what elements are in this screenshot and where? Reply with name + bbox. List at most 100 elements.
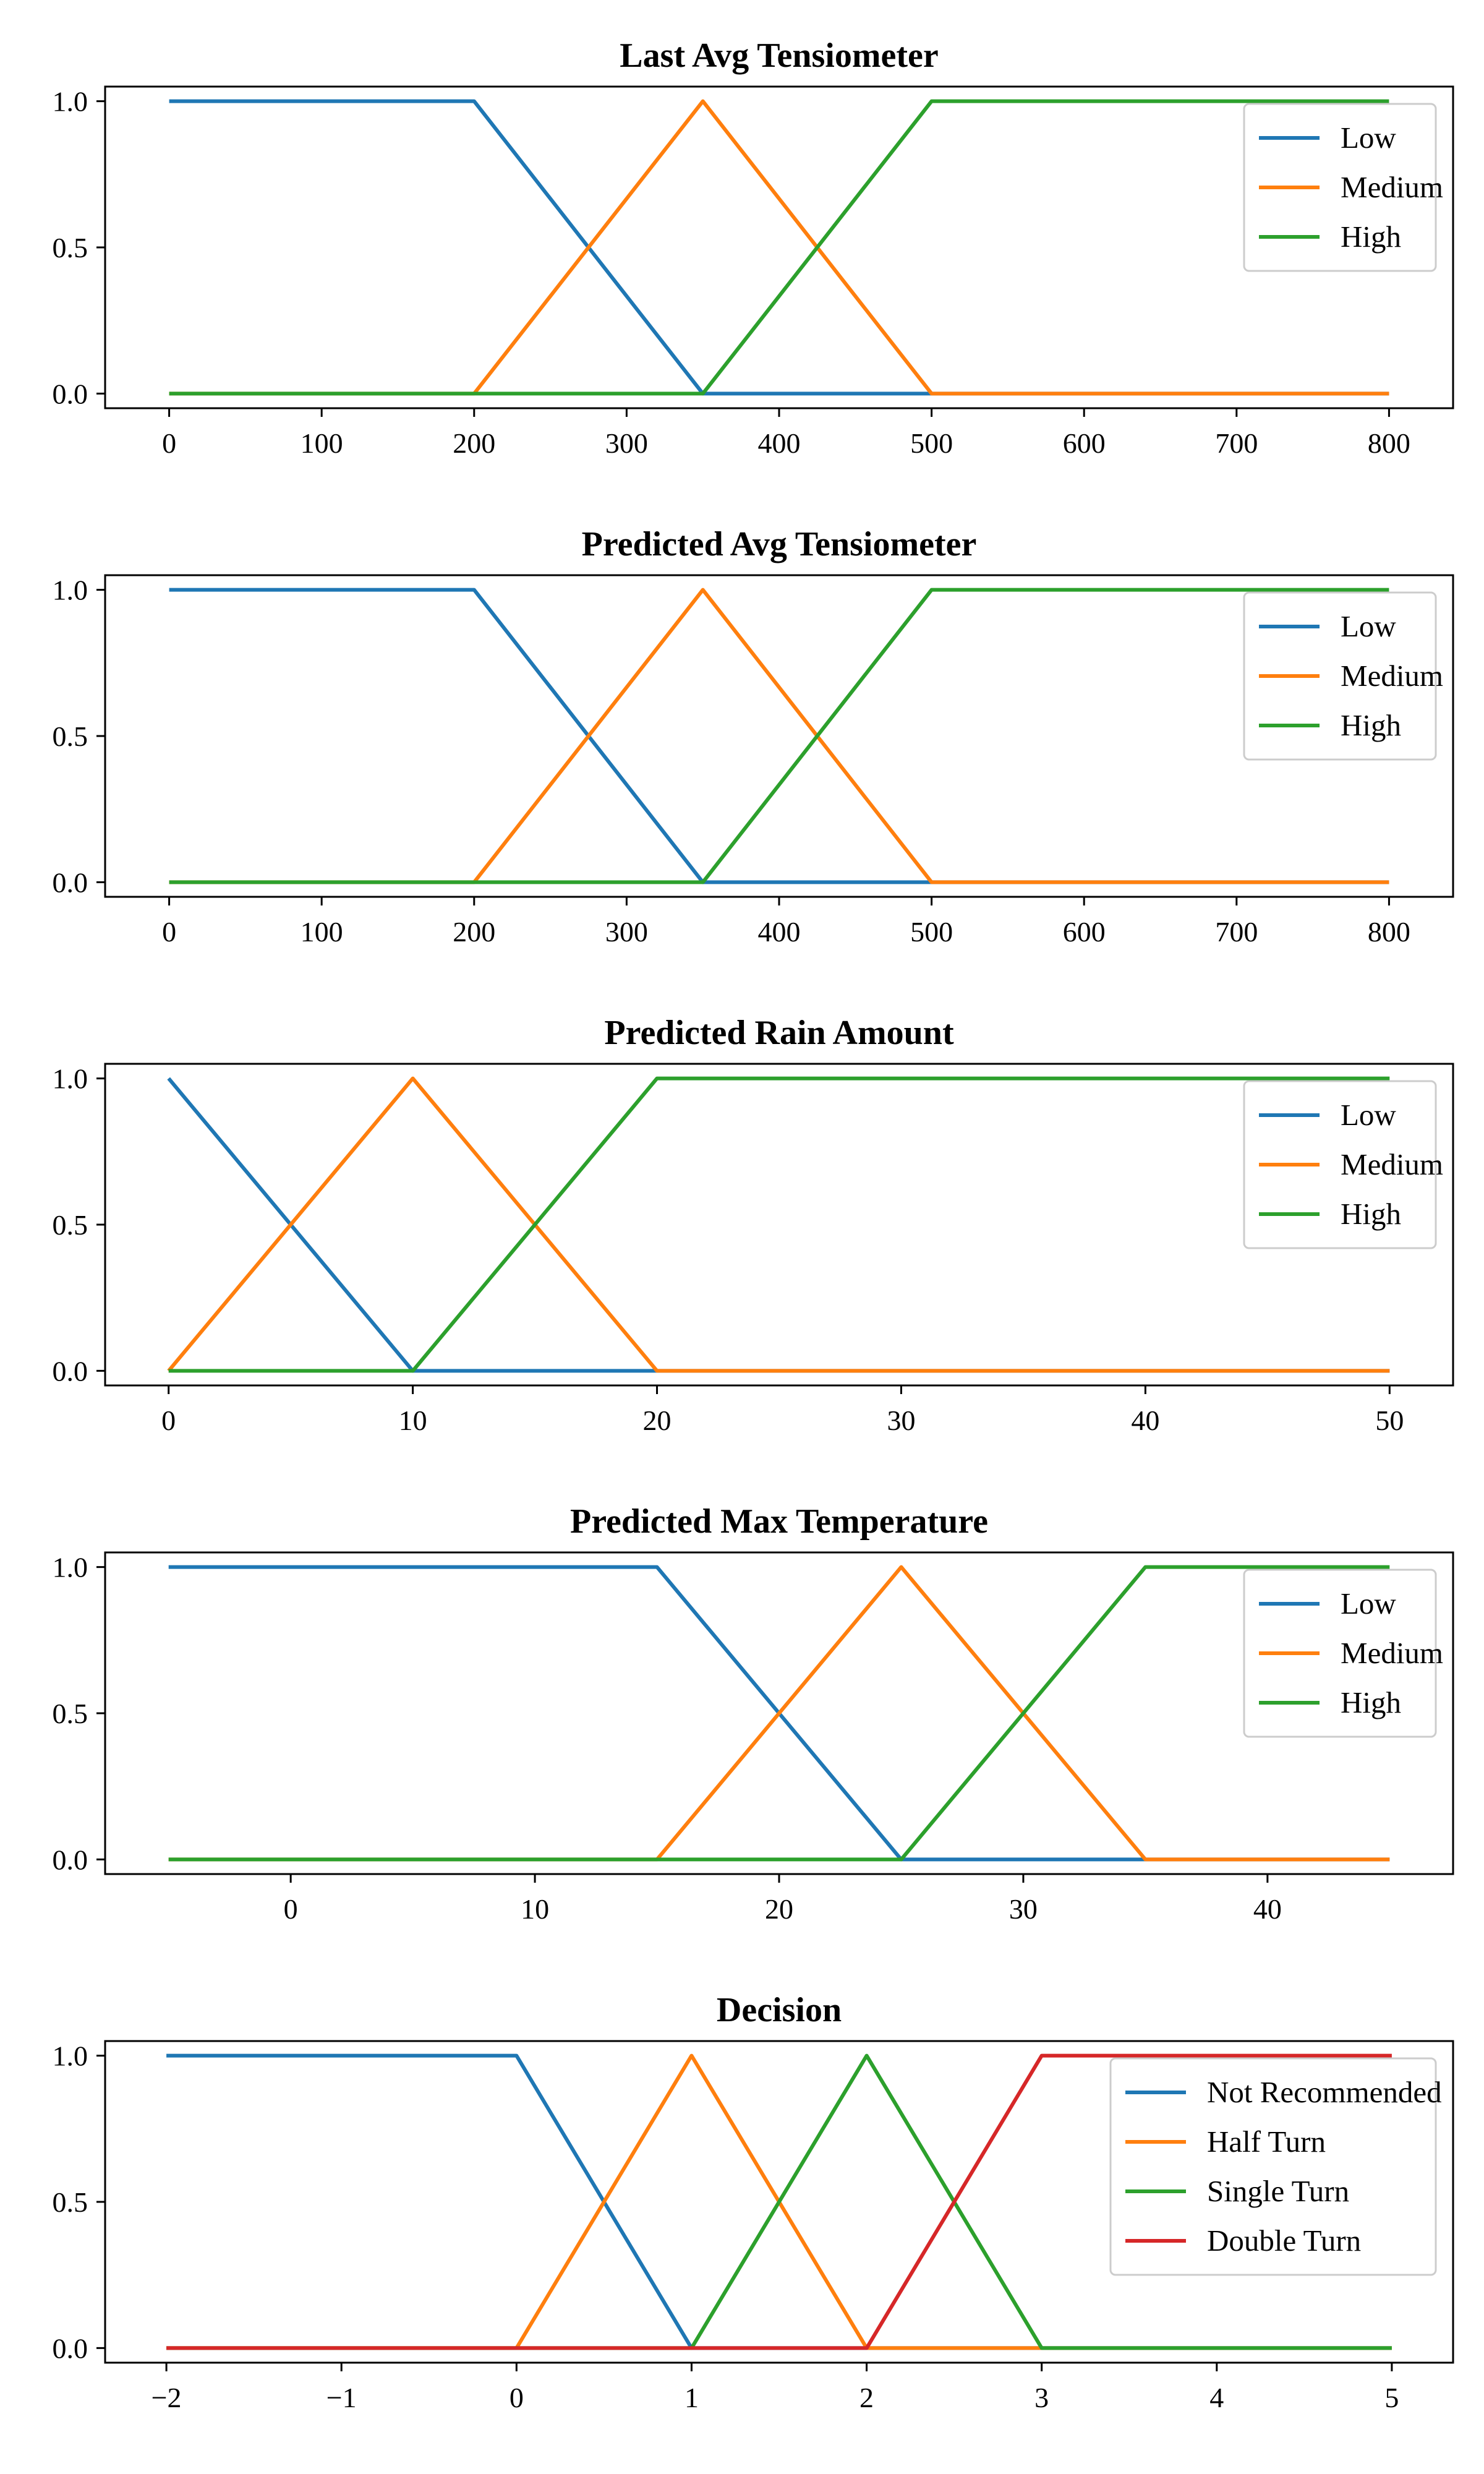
legend-label: Single Turn xyxy=(1207,2174,1349,2208)
legend-box xyxy=(1243,591,1437,761)
legend-label: Half Turn xyxy=(1207,2125,1326,2159)
x-tick-label: 0 xyxy=(510,2382,524,2413)
series-line-double-turn xyxy=(166,2053,1392,2350)
legend-label: Medium xyxy=(1341,1147,1443,1181)
y-tick-label: 0.5 xyxy=(53,1698,88,1729)
y-tick-label: 1.0 xyxy=(53,575,88,606)
series-line-high xyxy=(169,588,1389,884)
x-tick-label: 40 xyxy=(1131,1405,1159,1436)
x-tick-label: 5 xyxy=(1384,2382,1399,2413)
legend-label: Double Turn xyxy=(1207,2224,1361,2258)
y-tick-label: 1.0 xyxy=(53,1552,88,1583)
y-tick-label: 1.0 xyxy=(53,1063,88,1095)
y-tick-label: 0.0 xyxy=(53,867,88,898)
legend-label: Medium xyxy=(1341,1636,1443,1670)
chart-title: Last Avg Tensiometer xyxy=(620,36,938,75)
x-tick-label: 3 xyxy=(1034,2382,1049,2413)
legend-label: Low xyxy=(1341,1586,1396,1620)
legend-label: High xyxy=(1341,220,1401,254)
series-line-high xyxy=(169,99,1389,396)
chart-title: Predicted Avg Tensiometer xyxy=(582,525,977,563)
x-tick-label: 20 xyxy=(765,1893,793,1925)
legend-label: High xyxy=(1341,708,1401,742)
series-line-high xyxy=(168,1076,1390,1373)
x-tick-label: 2 xyxy=(859,2382,874,2413)
x-tick-label: 20 xyxy=(643,1405,672,1436)
y-tick-label: 0.0 xyxy=(53,2332,88,2364)
chart-title: Predicted Rain Amount xyxy=(604,1014,954,1052)
x-tick-label: 30 xyxy=(887,1405,915,1436)
x-tick-label: −2 xyxy=(151,2382,182,2413)
legend-label: High xyxy=(1341,1685,1401,1719)
legend: Low Medium High xyxy=(1243,1080,1443,1249)
subplot-predicted-avg-tensiometer: Predicted Avg Tensiometer 0 100 200 300 400 50… xyxy=(53,525,1454,948)
y-tick-label: 0.5 xyxy=(53,1209,88,1241)
x-tick-label: 4 xyxy=(1209,2382,1224,2413)
x-tick-label: 10 xyxy=(399,1405,427,1436)
legend: Low Medium High xyxy=(1243,1569,1443,1738)
subplot-predicted-rain-amount: Predicted Rain Amount 0 10 20 30 40 50 0.0 0.5 1.… xyxy=(53,1014,1454,1436)
chart-title: Decision xyxy=(717,1991,842,2029)
x-tick-label: 600 xyxy=(1063,427,1106,459)
x-tick-label: 1 xyxy=(684,2382,699,2413)
chart-title: Predicted Max Temperature xyxy=(570,1502,988,1541)
x-tick-label: 500 xyxy=(910,427,953,459)
x-tick-label: 30 xyxy=(1009,1893,1038,1925)
y-tick-label: 0.0 xyxy=(53,378,88,409)
x-tick-label: 0 xyxy=(162,427,176,459)
legend: Low Medium High xyxy=(1243,103,1443,272)
legend: Not Recommended Half Turn Single Turn Doubl… xyxy=(1109,2057,1442,2276)
x-tick-label: 500 xyxy=(910,916,953,948)
legend-box xyxy=(1243,1080,1437,1249)
x-tick-label: 50 xyxy=(1375,1405,1404,1436)
legend-label: High xyxy=(1341,1197,1401,1231)
x-tick-label: 300 xyxy=(605,916,648,948)
x-tick-label: 400 xyxy=(758,427,801,459)
x-tick-label: 700 xyxy=(1215,916,1258,948)
x-tick-label: 400 xyxy=(758,916,801,948)
legend-box xyxy=(1243,103,1437,272)
y-tick-label: 0.0 xyxy=(53,1844,88,1875)
series-line-medium xyxy=(167,1076,1390,1373)
x-tick-label: 0 xyxy=(162,916,176,948)
legend: Low Medium High xyxy=(1243,591,1443,761)
subplot-decision: Decision −2 −1 0 1 2 3 4 5 0.0 0.5 1.0 Not Recommend… xyxy=(53,1991,1454,2413)
subplot-predicted-max-temperature: Predicted Max Temperature 0 10 20 30 40 0.0 0.5… xyxy=(53,1502,1454,1925)
series-line-low xyxy=(169,588,1389,884)
y-tick-label: 0.5 xyxy=(53,2186,88,2218)
x-tick-label: 200 xyxy=(453,427,495,459)
series-line-medium xyxy=(168,1565,1390,1862)
x-tick-label: 0 xyxy=(284,1893,298,1925)
legend-box xyxy=(1243,1569,1437,1738)
x-tick-label: 600 xyxy=(1063,916,1106,948)
y-tick-label: 0.0 xyxy=(53,1355,88,1387)
x-tick-label: 100 xyxy=(301,916,343,948)
x-tick-label: 200 xyxy=(453,916,495,948)
y-tick-label: 0.5 xyxy=(53,232,88,263)
x-tick-label: 100 xyxy=(301,427,343,459)
x-tick-label: 800 xyxy=(1368,427,1410,459)
series-line-medium xyxy=(169,588,1389,884)
series-line-high xyxy=(168,1565,1390,1862)
x-tick-label: 0 xyxy=(161,1405,176,1436)
x-tick-label: −1 xyxy=(326,2382,357,2413)
legend-box xyxy=(1109,2057,1437,2276)
series-line-medium xyxy=(169,99,1389,396)
subplot-last-avg-tensiometer: Last Avg Tensiometer 0 100 200 300 400 500 600 7… xyxy=(53,36,1454,459)
legend-label: Medium xyxy=(1341,659,1443,693)
x-tick-label: 10 xyxy=(521,1893,549,1925)
legend-label: Medium xyxy=(1341,170,1443,204)
legend-label: Low xyxy=(1341,609,1396,643)
x-tick-label: 700 xyxy=(1215,427,1258,459)
legend-label: Low xyxy=(1341,121,1396,155)
y-tick-label: 1.0 xyxy=(53,2040,88,2072)
x-tick-label: 300 xyxy=(605,427,648,459)
legend-label: Not Recommended xyxy=(1207,2075,1442,2109)
y-tick-label: 0.5 xyxy=(53,721,88,752)
y-tick-label: 1.0 xyxy=(53,86,88,118)
series-line-low xyxy=(169,99,1389,396)
x-tick-label: 40 xyxy=(1253,1893,1282,1925)
legend-label: Low xyxy=(1341,1098,1396,1132)
x-tick-label: 800 xyxy=(1368,916,1410,948)
